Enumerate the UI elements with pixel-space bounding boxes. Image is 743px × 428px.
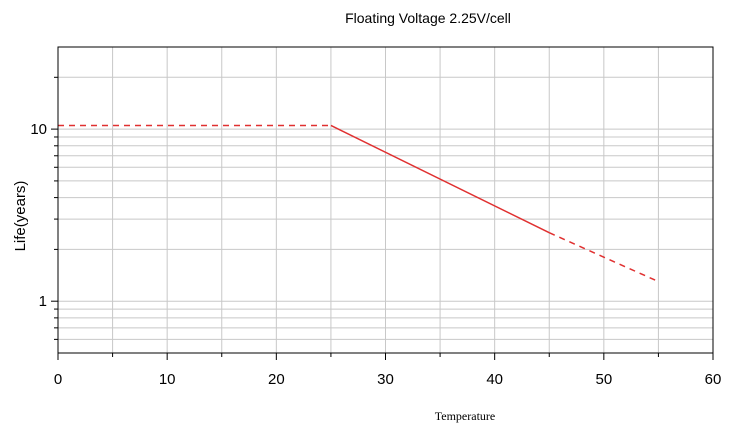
y-axis-label: Life(years) [12,181,29,252]
grid [58,47,713,353]
x-tick-label: 20 [268,371,285,388]
x-tick-label: 40 [486,371,503,388]
y-tick-label: 1 [39,293,47,310]
y-tick-label: 10 [30,121,47,138]
series [58,124,659,283]
x-tick-label: 60 [705,371,722,388]
x-tick-label: 10 [159,371,176,388]
x-tick-label: 0 [54,371,62,388]
axes [51,46,714,360]
y-tick-labels: 1 10 [30,121,47,310]
x-tick-label: 50 [595,371,612,388]
x-tick-labels: 0 10 20 30 40 50 60 [54,371,722,388]
series-line-solid [330,124,550,234]
series-line-dashed [548,232,659,283]
x-tick-label: 30 [377,371,394,388]
chart-title: Floating Voltage 2.25V/cell [345,10,511,26]
x-axis-label: Temperature [435,409,495,423]
